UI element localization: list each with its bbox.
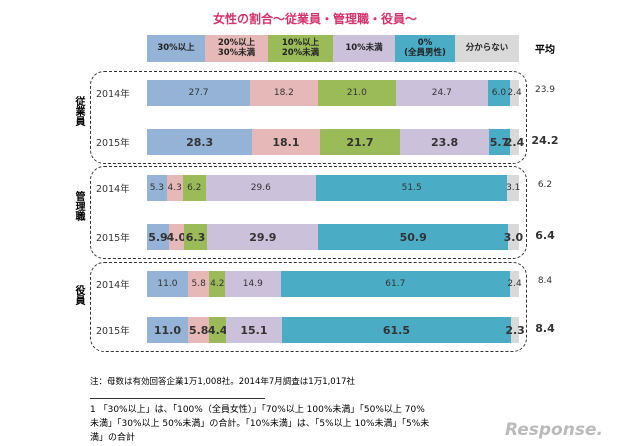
row-label: 2015年 (96, 233, 130, 244)
bar-segment: 2.4 (507, 80, 522, 106)
footnote: 1 「30%以上」は、「100%（全員女性）」「70%以上 100%未満」「50… (90, 405, 430, 443)
row-label: 2015年 (96, 138, 130, 149)
legend-item: 20%以上 30%未満 (205, 35, 268, 62)
bar-segment: 15.1 (225, 317, 283, 343)
legend-item: 10%以上 20%未満 (268, 35, 333, 62)
average-value: 6.4 (535, 229, 555, 242)
bar-segment: 3.1 (506, 175, 520, 201)
legend-item: 0% (全員男性) (395, 35, 455, 62)
bar-segment: 2.3 (505, 317, 525, 343)
bar-segment: 18.2 (250, 80, 318, 106)
bar-segment: 5.8 (187, 317, 210, 343)
bar-segment: 2.4 (507, 271, 522, 297)
bar-segment: 29.9 (207, 224, 319, 250)
bar-segment: 21.0 (317, 80, 396, 106)
group-box (90, 262, 527, 352)
average-value: 23.9 (534, 85, 556, 95)
bar-segment: 18.1 (252, 129, 320, 155)
bar-segment: 5.8 (187, 271, 210, 297)
chart-title: 女性の割合～従業員・管理職・役員～ (212, 12, 417, 26)
row-label: 2014年 (96, 280, 130, 291)
row-label: 2015年 (96, 326, 130, 337)
bar-segment: 61.7 (280, 271, 511, 297)
bar-segment: 4.2 (209, 271, 226, 297)
average-value: 6.2 (537, 180, 553, 190)
bar-segment: 51.5 (315, 175, 508, 201)
bar-segment: 61.5 (282, 317, 511, 343)
group-box (90, 166, 527, 259)
bar-segment: 50.9 (318, 224, 508, 250)
bar-segment: 29.6 (205, 175, 316, 201)
bar-segment: 4.4 (208, 317, 227, 343)
note: 注：母数は有効回答企業1万1,008社。2014年7月調査は1万1,017社 (90, 377, 356, 387)
watermark: Response. (505, 420, 603, 440)
bar-segment: 24.7 (395, 80, 488, 106)
bar-segment: 11.0 (147, 271, 188, 297)
bar-segment: 5.7 (488, 129, 511, 155)
group-box (90, 71, 527, 164)
bar-segment: 4.0 (167, 224, 186, 250)
bar-segment: 14.9 (225, 271, 281, 297)
group-label: 役員 (73, 285, 84, 305)
bar-segment: 3.0 (504, 224, 523, 250)
bar-segment: 5.3 (147, 175, 167, 201)
rule (90, 398, 265, 399)
bar-segment: 6.3 (183, 224, 208, 250)
group-label: 従業員 (73, 95, 84, 126)
bar-segment: 4.3 (166, 175, 183, 201)
bar-segment: 2.4 (505, 129, 524, 155)
row-label: 2014年 (96, 184, 130, 195)
bar-segment: 23.8 (400, 129, 489, 155)
average-header: 平均 (535, 45, 555, 56)
bar-segment: 6.2 (182, 175, 206, 201)
row-label: 2014年 (96, 89, 130, 100)
group-label: 管理職 (73, 190, 84, 221)
bar-segment: 27.7 (147, 80, 251, 106)
legend-item: 分からない (455, 35, 519, 62)
average-value: 8.4 (537, 276, 553, 286)
bar-segment: 28.3 (147, 129, 253, 155)
average-value: 8.4 (535, 322, 555, 335)
average-value: 24.2 (531, 134, 559, 147)
bar-segment: 6.0 (487, 80, 511, 106)
legend-item: 30%以上 (147, 35, 205, 62)
legend-item: 10%未満 (333, 35, 395, 62)
bar-segment: 11.0 (147, 317, 188, 343)
bar-segment: 21.7 (319, 129, 401, 155)
bar-segment: 5.9 (147, 224, 169, 250)
